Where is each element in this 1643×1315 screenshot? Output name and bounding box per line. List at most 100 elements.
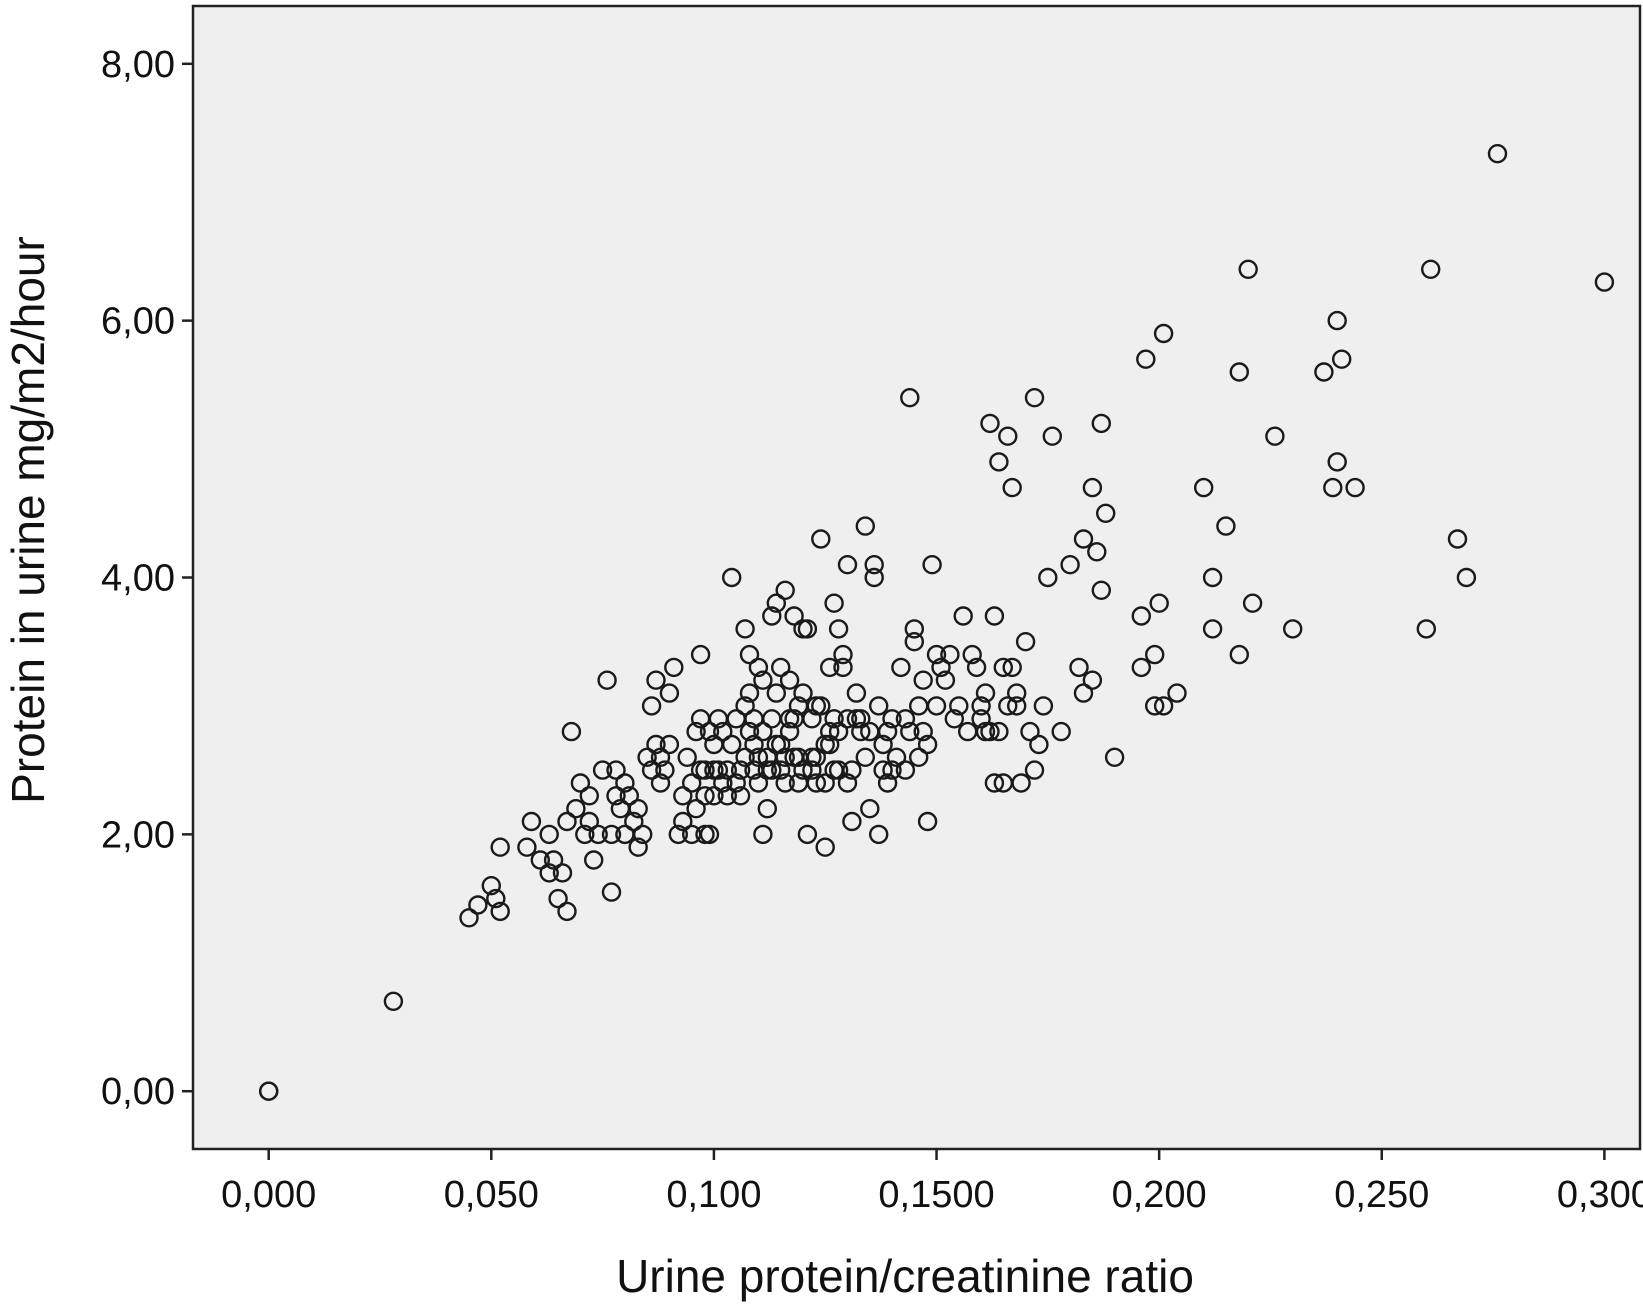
data-point xyxy=(971,709,991,729)
data-point xyxy=(486,888,506,909)
data-point xyxy=(771,657,791,678)
data-point xyxy=(1015,632,1036,652)
data-point xyxy=(1167,683,1187,703)
data-point xyxy=(833,644,853,665)
data-point xyxy=(686,721,706,742)
data-point xyxy=(1216,516,1236,536)
data-point xyxy=(682,773,702,793)
y-tick-label: 2,00 xyxy=(101,814,175,856)
data-point xyxy=(824,593,844,613)
data-point xyxy=(686,799,706,819)
data-point xyxy=(793,683,813,703)
data-point xyxy=(1082,477,1103,498)
data-point xyxy=(998,426,1018,446)
data-point xyxy=(975,683,996,703)
data-point xyxy=(1002,657,1022,678)
data-point xyxy=(695,760,715,780)
data-point xyxy=(753,670,773,690)
data-point xyxy=(735,747,755,767)
data-point xyxy=(1420,259,1441,279)
data-point xyxy=(722,567,742,588)
data-point xyxy=(561,721,582,742)
data-point xyxy=(802,760,822,780)
data-point xyxy=(739,683,760,703)
data-point xyxy=(935,670,956,690)
data-point xyxy=(481,876,501,896)
data-point xyxy=(971,696,991,716)
data-point xyxy=(1136,349,1156,369)
data-point xyxy=(980,721,1000,742)
data-point xyxy=(739,721,760,742)
data-point xyxy=(606,786,626,806)
data-point xyxy=(521,811,542,832)
data-point xyxy=(539,863,559,883)
data-points xyxy=(259,143,1615,1101)
data-point xyxy=(895,709,916,729)
data-point xyxy=(820,734,840,755)
data-point xyxy=(1144,696,1165,716)
data-point xyxy=(699,824,720,845)
data-point xyxy=(1265,426,1285,446)
data-point xyxy=(855,747,875,767)
data-point xyxy=(980,413,1000,434)
y-tick-label: 8,00 xyxy=(101,44,175,86)
data-point xyxy=(1238,259,1258,279)
data-point xyxy=(775,747,795,767)
data-point xyxy=(624,811,644,832)
data-point xyxy=(851,721,871,742)
data-point xyxy=(735,619,755,639)
data-point xyxy=(913,721,933,742)
data-point xyxy=(708,760,729,780)
data-point xyxy=(468,895,488,915)
data-point xyxy=(873,734,893,755)
data-point xyxy=(846,683,867,703)
data-point xyxy=(900,388,920,408)
data-point xyxy=(650,773,671,793)
data-point xyxy=(802,709,822,729)
data-point xyxy=(984,773,1005,793)
data-point xyxy=(913,670,933,690)
data-point xyxy=(628,799,648,819)
x-tick-label: 0,1500 xyxy=(878,1174,994,1216)
data-point xyxy=(1345,477,1365,498)
data-point xyxy=(1144,644,1165,665)
data-point xyxy=(771,760,791,780)
data-point xyxy=(601,882,622,902)
data-point xyxy=(757,799,777,819)
data-point xyxy=(1082,670,1103,690)
data-point xyxy=(539,824,559,845)
data-point xyxy=(637,747,657,767)
data-point xyxy=(1202,619,1223,639)
y-tick-label: 6,00 xyxy=(101,301,175,343)
data-point xyxy=(811,696,831,716)
data-point xyxy=(842,811,862,832)
data-point xyxy=(726,773,746,793)
data-point xyxy=(762,760,782,780)
data-point xyxy=(552,863,573,883)
data-point xyxy=(886,747,907,767)
data-point xyxy=(1060,555,1080,575)
data-point xyxy=(1229,644,1250,665)
data-point xyxy=(766,683,786,703)
data-point xyxy=(641,760,662,780)
data-point xyxy=(917,811,938,832)
data-point xyxy=(748,657,769,678)
data-point xyxy=(895,760,916,780)
data-point xyxy=(584,850,604,870)
data-point xyxy=(953,606,973,626)
data-point xyxy=(820,721,840,742)
data-point xyxy=(762,606,782,626)
data-point xyxy=(922,555,942,575)
data-point xyxy=(1104,747,1125,767)
data-point xyxy=(1202,567,1223,588)
data-point xyxy=(517,837,537,857)
data-point xyxy=(877,773,898,793)
data-point xyxy=(579,811,599,832)
data-point xyxy=(1091,580,1112,600)
data-point xyxy=(383,991,404,1011)
data-point xyxy=(655,760,675,780)
data-point xyxy=(784,606,804,626)
data-point xyxy=(962,644,982,665)
data-point xyxy=(490,901,510,922)
data-point xyxy=(615,773,635,793)
